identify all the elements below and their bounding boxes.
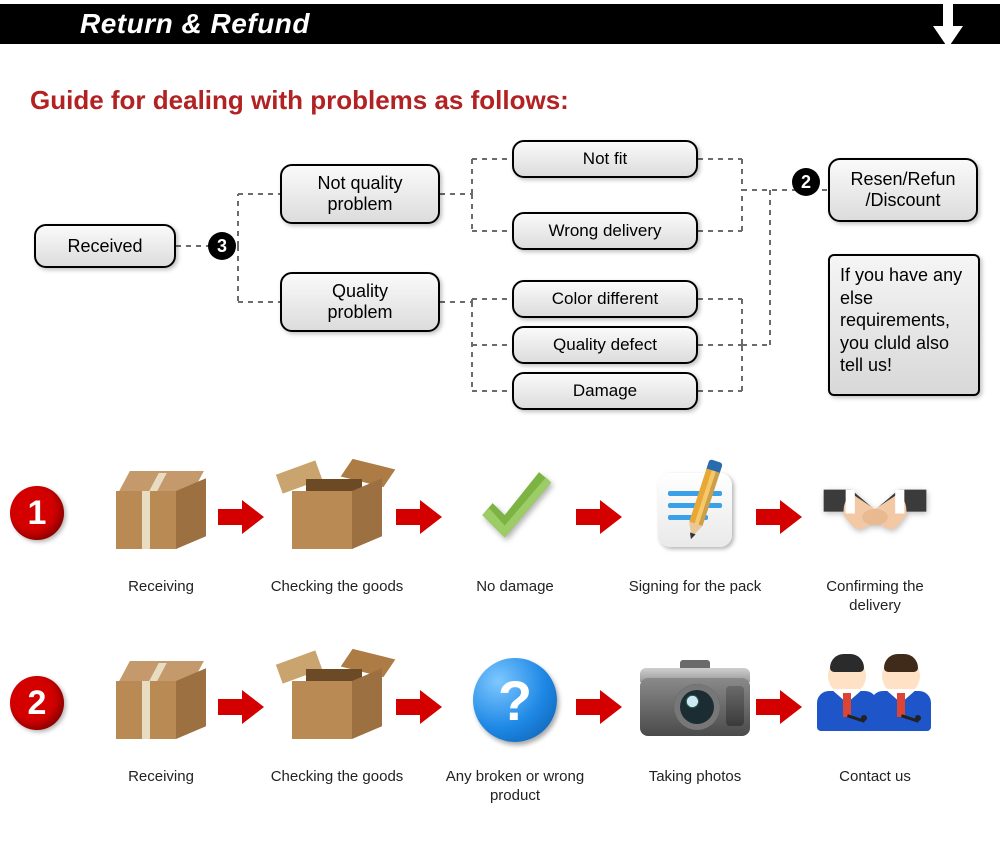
box-closed-icon bbox=[86, 460, 236, 560]
step-row2-3: Taking photos bbox=[620, 650, 770, 787]
header-bar: Return & Refund bbox=[0, 4, 1000, 44]
arrow-right-icon bbox=[396, 500, 442, 539]
step-label: Receiving bbox=[86, 578, 236, 597]
step-row1-1: Checking the goods bbox=[262, 460, 412, 597]
node-quality-defect: Quality defect bbox=[512, 326, 698, 364]
node-damage: Damage bbox=[512, 372, 698, 410]
row-num-2: 2 bbox=[10, 676, 64, 730]
step-label: Checking the goods bbox=[262, 768, 412, 787]
arrow-right-icon bbox=[756, 690, 802, 729]
node-action: Resen/Refun /Discount bbox=[828, 158, 978, 222]
step-label: Contact us bbox=[800, 768, 950, 787]
node-quality: Quality problem bbox=[280, 272, 440, 332]
arrow-right-icon bbox=[218, 500, 264, 539]
check-icon bbox=[440, 460, 590, 560]
node-color-different: Color different bbox=[512, 280, 698, 318]
step-row1-3: Signing for the pack bbox=[620, 460, 770, 597]
step-label: Checking the goods bbox=[262, 578, 412, 597]
box-open-icon bbox=[262, 460, 412, 560]
badge-2: 2 bbox=[792, 168, 820, 196]
arrow-right-icon bbox=[396, 690, 442, 729]
arrow-right-icon bbox=[576, 500, 622, 539]
guide-heading: Guide for dealing with problems as follo… bbox=[30, 85, 569, 116]
step-row2-1: Checking the goods bbox=[262, 650, 412, 787]
node-not-fit: Not fit bbox=[512, 140, 698, 178]
people-icon bbox=[800, 650, 950, 750]
node-wrong-delivery: Wrong delivery bbox=[512, 212, 698, 250]
camera-icon bbox=[620, 650, 770, 750]
step-row2-0: Receiving bbox=[86, 650, 236, 787]
arrow-right-icon bbox=[756, 500, 802, 539]
step-label: No damage bbox=[440, 578, 590, 597]
arrow-right-icon bbox=[218, 690, 264, 729]
box-open-icon bbox=[262, 650, 412, 750]
page: Return & Refund Guide for dealing with p… bbox=[0, 0, 1000, 841]
step-row1-0: Receiving bbox=[86, 460, 236, 597]
down-arrow-icon bbox=[931, 0, 965, 50]
sign-icon bbox=[620, 460, 770, 560]
node-not-quality: Not quality problem bbox=[280, 164, 440, 224]
box-closed-icon bbox=[86, 650, 236, 750]
step-row1-2: No damage bbox=[440, 460, 590, 597]
node-info: If you have any else requirements, you c… bbox=[828, 254, 980, 396]
step-label: Confirming the delivery bbox=[800, 578, 950, 616]
step-label: Any broken or wrong product bbox=[440, 768, 590, 806]
arrow-right-icon bbox=[576, 690, 622, 729]
row-num-1: 1 bbox=[10, 486, 64, 540]
header-title: Return & Refund bbox=[80, 4, 310, 44]
step-row1-4: Confirming the delivery bbox=[800, 460, 950, 616]
step-row2-4: Contact us bbox=[800, 650, 950, 787]
step-label: Taking photos bbox=[620, 768, 770, 787]
step-label: Signing for the pack bbox=[620, 578, 770, 597]
step-row2-2: ? Any broken or wrong product bbox=[440, 650, 590, 806]
step-label: Receiving bbox=[86, 768, 236, 787]
question-icon: ? bbox=[440, 650, 590, 750]
handshake-icon bbox=[800, 460, 950, 560]
badge-3: 3 bbox=[208, 232, 236, 260]
node-received: Received bbox=[34, 224, 176, 268]
